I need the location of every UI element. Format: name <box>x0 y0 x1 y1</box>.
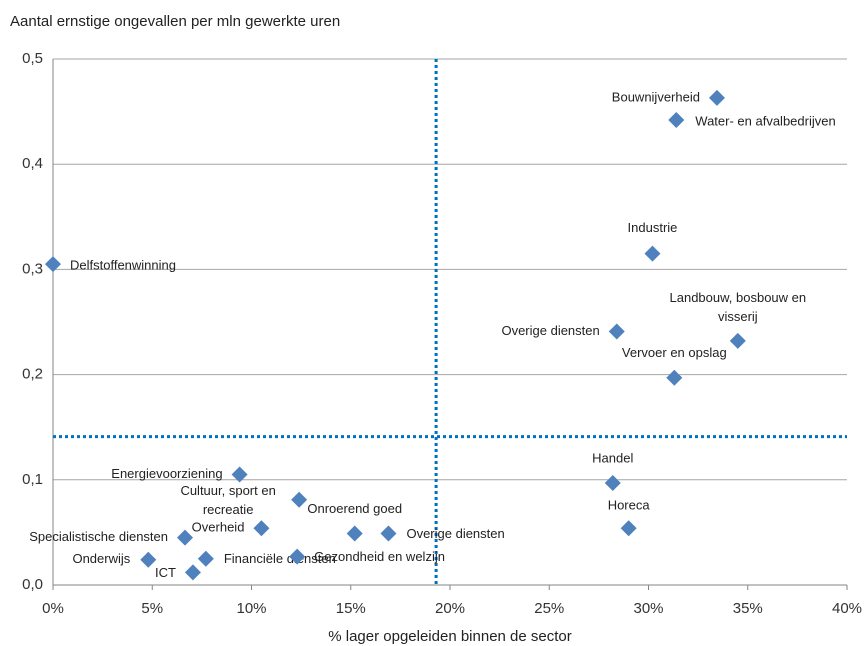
x-tick-label: 25% <box>534 600 564 617</box>
point-label: Delfstoffenwinning <box>70 258 176 273</box>
x-tick-label: 5% <box>141 600 163 617</box>
point-label: Onderwijs <box>72 551 130 566</box>
point-label: Overige diensten <box>406 526 504 541</box>
point <box>177 529 194 546</box>
point <box>729 332 746 349</box>
chart-title: Aantal ernstige ongevallen per mln gewer… <box>10 13 340 30</box>
point-label: Bouwnijverheid <box>612 89 700 104</box>
x-tick-label: 20% <box>435 600 465 617</box>
x-tick-label: 30% <box>633 600 663 617</box>
x-tick-label: 0% <box>42 600 64 617</box>
point <box>608 323 625 340</box>
x-tick-label: 10% <box>236 600 266 617</box>
point-label: Financiële diensten <box>224 551 336 566</box>
point <box>604 474 621 491</box>
point <box>184 564 201 581</box>
point-label: Overige diensten <box>501 323 599 338</box>
y-tick-label: 0,5 <box>22 50 43 67</box>
x-axis-label: % lager opgeleiden binnen de sector <box>328 628 572 645</box>
point-label: Handel <box>592 450 633 465</box>
y-tick-label: 0,1 <box>22 471 43 488</box>
point <box>231 466 248 483</box>
point-label: Gezondheid en welzijn <box>314 549 445 564</box>
point-label: Specialistische diensten <box>29 529 168 544</box>
point <box>708 89 725 106</box>
point <box>289 548 306 565</box>
y-tick-label: 0,4 <box>22 155 43 172</box>
x-tick-label: 35% <box>733 600 763 617</box>
point-label: Cultuur, sport en recreatie <box>180 483 275 517</box>
point-label: Energievoorziening <box>111 466 222 481</box>
y-tick-label: 0,3 <box>22 260 43 277</box>
point <box>668 112 685 129</box>
point <box>346 525 363 542</box>
x-tick-label: 40% <box>832 600 862 617</box>
point-label: Landbouw, bosbouw en visserij <box>670 290 807 324</box>
point <box>620 520 637 537</box>
point-label: Industrie <box>628 220 678 235</box>
point-label: Horeca <box>608 498 651 513</box>
y-tick-label: 0,0 <box>22 576 43 593</box>
x-tick-label: 15% <box>336 600 366 617</box>
y-tick-label: 0,2 <box>22 366 43 383</box>
point-label: Water- en afvalbedrijven <box>695 113 835 128</box>
point <box>197 550 214 567</box>
point <box>666 369 683 386</box>
point <box>45 256 61 273</box>
point <box>253 520 270 537</box>
point <box>380 525 397 542</box>
point-label: Overheid <box>192 520 245 535</box>
point-label: Vervoer en opslag <box>622 345 727 360</box>
point <box>644 245 661 262</box>
point-label: Onroerend goed <box>307 501 402 516</box>
point-label: ICT <box>155 565 176 580</box>
point <box>291 491 308 508</box>
point <box>140 551 157 568</box>
